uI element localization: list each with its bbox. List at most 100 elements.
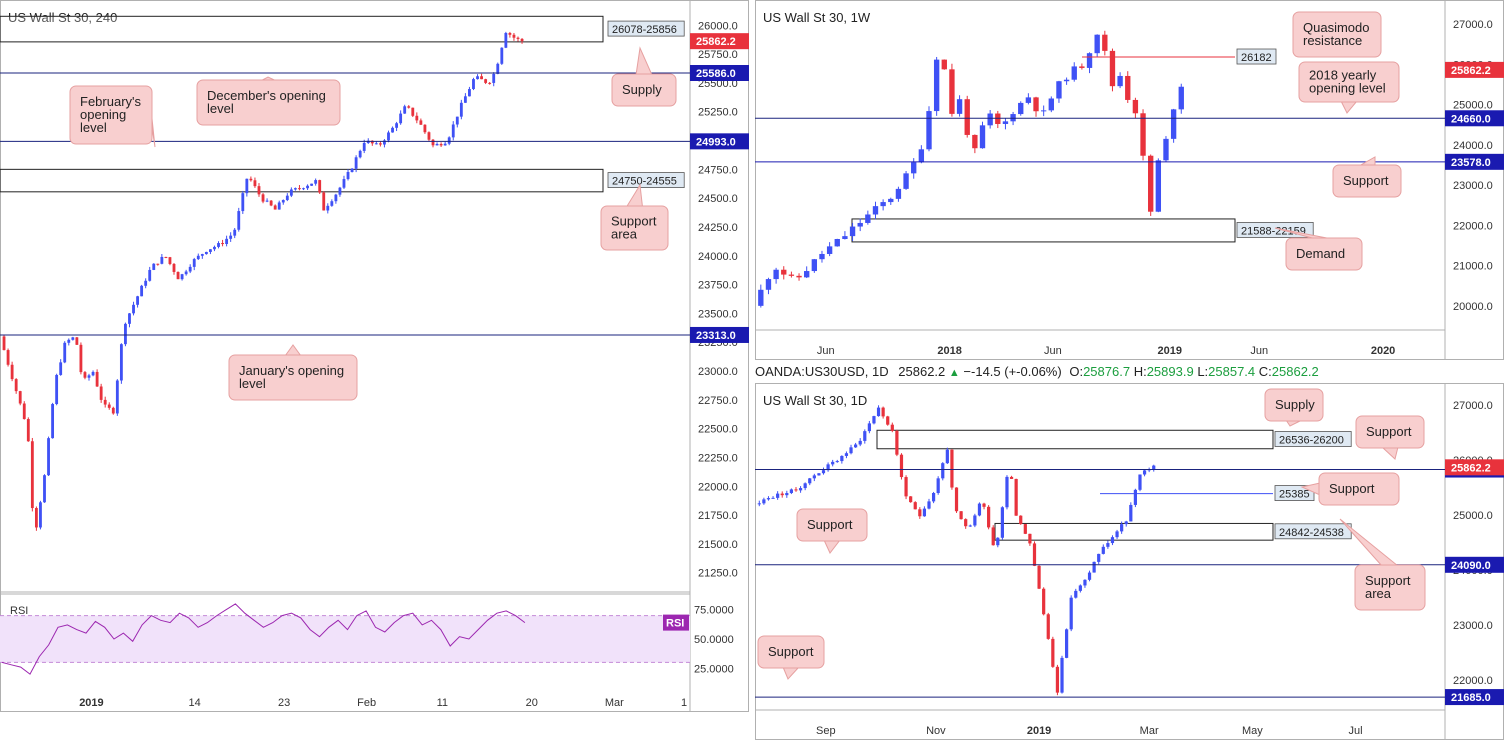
candle-body <box>281 200 285 203</box>
candle-body <box>936 478 940 493</box>
price-tick-label: 24250.0 <box>698 222 738 234</box>
candle-body <box>1063 79 1070 82</box>
rsi-band <box>0 615 690 663</box>
candle-body <box>1078 585 1082 591</box>
candle-body <box>927 501 931 509</box>
candle-body <box>840 455 844 462</box>
price-tick-label: 22250.0 <box>698 452 738 464</box>
candle-body <box>419 120 423 125</box>
level-tag <box>1236 48 1277 65</box>
candle-body <box>330 201 334 206</box>
candle-body <box>911 162 917 174</box>
candle-body <box>863 431 867 441</box>
level-tag <box>1274 485 1315 501</box>
candle-body <box>378 143 382 145</box>
callout-box <box>228 354 358 401</box>
candle-body <box>968 525 972 527</box>
chart-daily-canvas[interactable]: US Wall St 30, 1D22000.023000.024000.025… <box>755 383 1504 740</box>
level-tag-label: 26182 <box>1241 52 1272 64</box>
candle-body <box>950 449 954 488</box>
price-tick-label: 21750.0 <box>698 510 738 522</box>
chart-panel-weekly[interactable]: US Wall St 30, 1W 20000.0 21000.0 22000.0 23… <box>755 0 1504 360</box>
candle-body <box>1083 579 1087 586</box>
callout-text: February's <box>80 94 142 109</box>
candle-body <box>987 506 991 528</box>
callout: Supply <box>1264 388 1324 427</box>
candle-body <box>383 140 386 145</box>
candle-body <box>872 206 879 215</box>
candle-body <box>468 89 471 97</box>
candle-body <box>204 251 208 255</box>
chart-panel-4h[interactable]: US Wall St 30, 240 21250.0 21500.0 21750.0 2… <box>0 0 749 712</box>
price-tick-label: 23750.0 <box>698 280 738 292</box>
candle-body <box>79 344 83 373</box>
info-change: −-14.5 (+-0.06%) <box>963 364 1062 379</box>
candle-body <box>977 503 982 516</box>
price-tick-label: 24500.0 <box>698 193 738 205</box>
candle-body <box>322 192 326 211</box>
callout-box <box>1355 415 1425 449</box>
candle-body <box>200 254 204 256</box>
time-tick-label: 1 <box>681 697 687 709</box>
candle-body <box>1032 543 1037 566</box>
candle-body <box>826 464 830 471</box>
callout-text: level <box>80 120 107 135</box>
candle-body <box>817 473 821 476</box>
callout-pointer <box>823 539 842 554</box>
candle-body <box>342 179 346 188</box>
candle-body <box>55 374 59 405</box>
candle-body <box>1046 614 1050 639</box>
callout-text: Support <box>611 214 657 229</box>
callout-pointer <box>625 183 644 208</box>
candle-body <box>1071 66 1077 80</box>
zone-tag <box>1274 431 1352 447</box>
candle-body <box>785 493 789 496</box>
price-axis-level-tag <box>690 326 749 343</box>
candle-body <box>306 185 309 189</box>
candle-body <box>152 263 156 270</box>
candle-body <box>899 454 904 478</box>
candle-body <box>504 33 508 48</box>
candle-body <box>423 124 427 133</box>
time-tick-label: Nov <box>926 725 946 737</box>
chart-4h-canvas[interactable]: US Wall St 30, 240 21250.0 21500.0 21750.0 2… <box>0 0 749 712</box>
candle-body <box>18 391 22 404</box>
price-axis-level-label: 23578.0 <box>1451 157 1491 169</box>
info-close: 25862.2 <box>1271 364 1319 379</box>
candle-body <box>144 280 148 286</box>
candle-body <box>431 139 435 146</box>
rsi-last-tag <box>663 614 689 631</box>
candle-body <box>241 193 245 212</box>
chart-panel-daily[interactable]: US Wall St 30, 1D22000.023000.024000.025… <box>755 383 1504 740</box>
candle-body <box>945 449 949 464</box>
candle-body <box>972 134 978 149</box>
candle-body <box>849 447 853 454</box>
zone-tag <box>607 172 685 188</box>
candle-body <box>172 263 176 272</box>
candle-body <box>160 256 164 264</box>
candle-body <box>59 362 63 375</box>
price-tick-label: 21500.0 <box>698 539 738 551</box>
candle-body <box>326 205 330 211</box>
candle-body <box>289 189 293 196</box>
candle-body <box>886 416 890 425</box>
candle-body <box>1101 546 1105 554</box>
candle-body <box>407 106 411 108</box>
candle-body <box>1138 474 1142 490</box>
candle-body <box>63 342 67 363</box>
price-tick-label: 24000.0 <box>698 251 738 263</box>
candle-body <box>362 142 366 151</box>
candle-body <box>881 407 885 417</box>
callout-box <box>196 79 341 126</box>
callout: Support <box>1300 472 1400 506</box>
candle-body <box>1074 590 1078 598</box>
candle-body <box>492 73 496 83</box>
candle-body <box>1117 75 1123 87</box>
candle-body <box>298 188 301 190</box>
candle-body <box>148 269 152 281</box>
candle-body <box>773 269 779 280</box>
price-tick-label: 25000.0 <box>1453 100 1493 112</box>
callout-text: resistance <box>1303 33 1362 48</box>
chart-weekly-canvas[interactable]: US Wall St 30, 1W 20000.0 21000.0 22000.0 23… <box>755 0 1504 360</box>
